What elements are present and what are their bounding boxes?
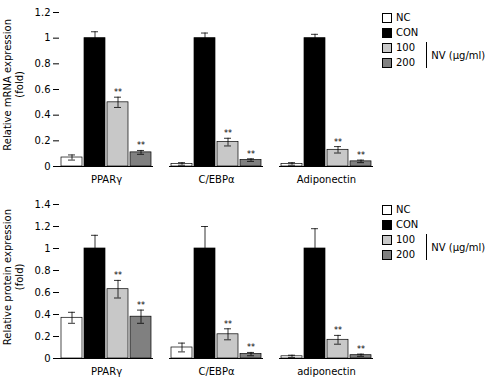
html-text:Relative protein expression (f: Relative protein expression (fold) xyxy=(2,208,25,346)
svg-text:0.4: 0.4 xyxy=(35,109,51,120)
svg-text:**: ** xyxy=(114,88,122,97)
svg-text:**: ** xyxy=(137,141,145,150)
html-text:CON: CON xyxy=(396,219,419,230)
html-text:Relative mRNA expression (fold: Relative mRNA expression (fold) xyxy=(2,19,25,151)
svg-text:Adiponectin: Adiponectin xyxy=(297,174,356,185)
svg-text:0.2: 0.2 xyxy=(35,135,51,146)
svg-text:**: ** xyxy=(224,129,232,138)
html-text:NV (μg/ml): NV (μg/ml) xyxy=(431,49,486,61)
html-text:200: 200 xyxy=(396,249,416,260)
svg-text:**: ** xyxy=(224,320,232,329)
html-text:NV (μg/ml): NV (μg/ml) xyxy=(431,241,486,253)
html-text:NC: NC xyxy=(396,12,411,23)
html-text:100: 100 xyxy=(396,234,416,245)
svg-text:**: ** xyxy=(357,345,365,354)
html-text:NC: NC xyxy=(396,204,411,215)
svg-text:C/EBPα: C/EBPα xyxy=(198,174,235,185)
svg-text:0.4: 0.4 xyxy=(35,309,51,320)
svg-text:1.2: 1.2 xyxy=(35,221,51,232)
svg-text:adiponectin: adiponectin xyxy=(297,366,356,377)
svg-text:0.2: 0.2 xyxy=(35,331,51,342)
svg-text:**: ** xyxy=(334,326,342,335)
svg-text:1.2: 1.2 xyxy=(35,7,51,18)
svg-text:1: 1 xyxy=(44,243,50,254)
svg-text:0: 0 xyxy=(44,161,50,172)
svg-text:**: ** xyxy=(137,301,145,310)
svg-text:0.8: 0.8 xyxy=(35,58,51,69)
svg-text:PPARγ: PPARγ xyxy=(91,366,122,377)
svg-text:0.6: 0.6 xyxy=(35,84,51,95)
svg-text:**: ** xyxy=(357,151,365,160)
svg-text:PPARγ: PPARγ xyxy=(91,174,122,185)
svg-text:0.8: 0.8 xyxy=(35,265,51,276)
html-text:100: 100 xyxy=(396,42,416,53)
html-text:CON: CON xyxy=(396,27,419,38)
svg-text:**: ** xyxy=(334,138,342,147)
svg-text:**: ** xyxy=(247,150,255,159)
html-text:200: 200 xyxy=(396,57,416,68)
svg-text:0: 0 xyxy=(44,353,50,364)
svg-text:C/EBPα: C/EBPα xyxy=(198,366,235,377)
svg-text:0.6: 0.6 xyxy=(35,287,51,298)
svg-text:**: ** xyxy=(247,343,255,352)
svg-text:**: ** xyxy=(114,271,122,280)
svg-text:1.4: 1.4 xyxy=(35,199,51,210)
svg-text:1: 1 xyxy=(44,32,50,43)
